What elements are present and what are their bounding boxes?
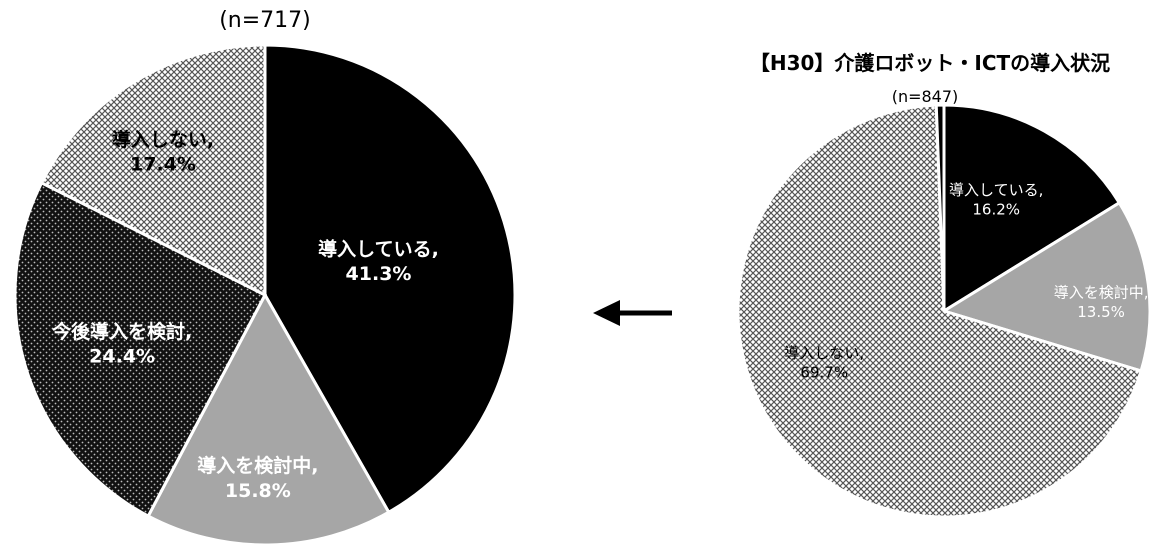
pie-chart-left: (n=717) 導入している, 41.3% 導入を検討中, 15.8% 今後導入を検討,… bbox=[13, 8, 517, 547]
pie-slice-0-0 bbox=[263, 43, 517, 515]
pie-slice-1-1 bbox=[940, 200, 1152, 373]
chart-left-subtitle: (n=717) bbox=[219, 8, 311, 33]
slice-value-0-2: 24.4% bbox=[89, 346, 155, 368]
slice-label-1-2: 導入しない, bbox=[784, 344, 864, 362]
slice-value-0-0: 41.3% bbox=[346, 263, 412, 285]
arrow-left-icon bbox=[593, 300, 672, 326]
slice-label-1-0: 導入している, bbox=[949, 181, 1043, 199]
pie-chart-right: 【H30】介護ロボット・ICTの導入状況 (n=847) 導入している, 16.2… bbox=[736, 51, 1152, 519]
pie-slice-0-3 bbox=[39, 43, 267, 298]
slice-value-1-1: 13.5% bbox=[1077, 303, 1125, 321]
slice-label-0-3: 導入しない, bbox=[112, 128, 214, 151]
slice-value-0-1: 15.8% bbox=[225, 480, 291, 502]
pie-slice-1-0 bbox=[942, 103, 1122, 314]
slice-value-1-0: 16.2% bbox=[972, 201, 1020, 219]
slice-value-1-2: 69.7% bbox=[800, 363, 848, 381]
chart-right-subtitle: (n=847) bbox=[892, 87, 959, 106]
slice-label-0-0: 導入している, bbox=[318, 237, 439, 260]
pie-slice-0-2 bbox=[13, 180, 268, 519]
chart-right-title: 【H30】介護ロボット・ICTの導入状況 bbox=[750, 51, 1110, 75]
slice-label-1-1: 導入を検討中, bbox=[1054, 284, 1149, 302]
slice-value-0-3: 17.4% bbox=[130, 154, 196, 176]
pie-slice-1-2 bbox=[736, 103, 1143, 519]
slice-label-0-1: 導入を検討中, bbox=[197, 454, 318, 477]
pie-slice-0-1 bbox=[146, 291, 391, 547]
pie-slice-1-3 bbox=[934, 103, 946, 312]
slice-label-0-2: 今後導入を検討, bbox=[51, 320, 192, 343]
